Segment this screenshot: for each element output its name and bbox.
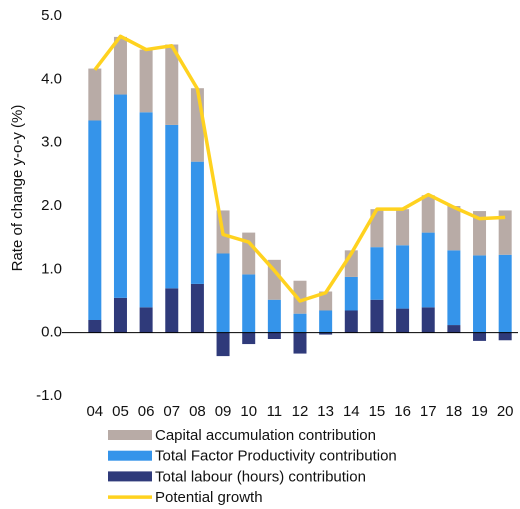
- x-tick-label: 08: [189, 403, 206, 420]
- bar-segment: [396, 308, 410, 333]
- bar-segment: [473, 255, 487, 333]
- bar-segment: [447, 325, 461, 333]
- bar-segment: [88, 120, 102, 320]
- bar-segment: [216, 253, 230, 333]
- bar-segment: [293, 313, 307, 333]
- bar-segment: [165, 124, 179, 289]
- y-tick-label: 4.0: [41, 70, 62, 87]
- bar-segment: [498, 210, 512, 255]
- bar-segment: [473, 332, 487, 341]
- bar-segment: [473, 211, 487, 256]
- legend-swatch: [108, 450, 152, 461]
- legend-swatch: [108, 471, 152, 482]
- x-tick-label: 20: [497, 403, 514, 420]
- x-tick-label: 15: [369, 403, 386, 420]
- bar-segment: [113, 36, 127, 95]
- x-tick-label: 19: [471, 403, 488, 420]
- bar-segment: [190, 283, 204, 333]
- bar-segment: [370, 299, 384, 333]
- bar-segment: [370, 209, 384, 248]
- bar-segment: [216, 332, 230, 357]
- bar-segment: [165, 288, 179, 333]
- bar-segment: [447, 250, 461, 326]
- x-tick-label: 18: [446, 403, 463, 420]
- y-tick-label: 2.0: [41, 197, 62, 214]
- bar-segment: [421, 307, 435, 333]
- line-series: [93, 34, 506, 303]
- bar-segment: [344, 310, 358, 333]
- bar-segment: [319, 291, 333, 311]
- legend-label: Potential growth: [155, 489, 263, 506]
- bar-segment: [190, 88, 204, 162]
- bar-segment: [319, 310, 333, 333]
- x-tick-label: 05: [112, 403, 129, 420]
- bar-segment: [344, 276, 358, 311]
- legend-label: Total Factor Productivity contribution: [155, 448, 397, 465]
- bar-segment: [113, 297, 127, 333]
- bar-segment: [498, 332, 512, 341]
- bar-segment: [242, 232, 256, 275]
- y-tick-label: 1.0: [41, 260, 62, 277]
- bar-segment: [319, 332, 333, 335]
- bar-segment: [293, 332, 307, 354]
- x-tick-label: 04: [86, 403, 103, 420]
- bar-segment: [447, 206, 461, 251]
- x-tick-label: 10: [240, 403, 257, 420]
- x-tick-label: 09: [215, 403, 232, 420]
- bar-segment: [139, 49, 153, 113]
- x-tick-label: 16: [394, 403, 411, 420]
- bar-segment: [113, 94, 127, 298]
- bar-segment: [139, 112, 153, 308]
- bar-segment: [267, 332, 281, 339]
- x-tick-label: 14: [343, 403, 360, 420]
- bar-segment: [88, 320, 102, 333]
- y-axis-title: Rate of change y-o-y (%): [9, 105, 26, 272]
- bar-segment: [242, 332, 256, 345]
- bar-segment: [190, 161, 204, 284]
- bar-segment: [165, 44, 179, 125]
- x-tick-label: 11: [267, 403, 283, 420]
- bar-segment: [396, 245, 410, 309]
- bar-segment: [293, 280, 307, 314]
- bar-segment: [88, 68, 102, 121]
- bar-segment: [396, 209, 410, 246]
- bar-segment: [370, 247, 384, 300]
- x-tick-label: 17: [420, 403, 437, 420]
- y-tick-label: -1.0: [36, 387, 62, 404]
- y-tick-label: 5.0: [41, 7, 62, 24]
- legend-label: Total labour (hours) contribution: [155, 468, 366, 485]
- bar-segment: [139, 307, 153, 333]
- x-tick-label: 13: [317, 403, 334, 420]
- y-tick-label: 3.0: [41, 134, 62, 151]
- y-tick-label: 0.0: [41, 324, 62, 341]
- legend-label: Capital accumulation contribution: [155, 427, 376, 444]
- bar-segment: [267, 259, 281, 300]
- x-tick-label: 06: [138, 403, 155, 420]
- bar-segment: [421, 232, 435, 308]
- x-tick-label: 12: [292, 403, 309, 420]
- bar-segment: [242, 274, 256, 333]
- bar-segment: [498, 254, 512, 333]
- bar-segment: [267, 299, 281, 333]
- bar-segment: [421, 195, 435, 233]
- x-tick-label: 07: [163, 403, 180, 420]
- legend-swatch: [108, 430, 152, 440]
